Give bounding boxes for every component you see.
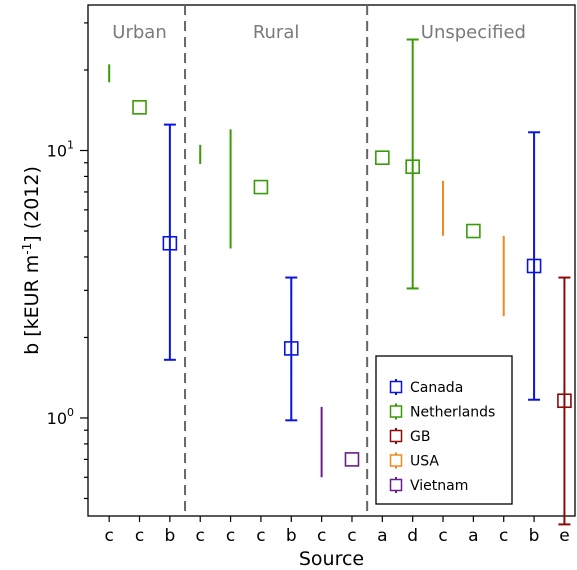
- value-marker: [375, 150, 390, 166]
- value-marker: [526, 258, 542, 274]
- legend-item-gb: GB: [389, 428, 430, 445]
- x-tick-label: c: [226, 526, 235, 546]
- y-tick-label: 100: [47, 406, 74, 428]
- mark-gb-15: [557, 276, 572, 526]
- mark-netherlands-10: [405, 38, 420, 290]
- legend-label: Vietnam: [410, 478, 468, 494]
- value-marker: [466, 223, 481, 239]
- x-tick-label: c: [196, 526, 205, 546]
- mark-netherlands-12: [466, 223, 481, 239]
- legend: Canada Netherlands GB USA Vietnam: [375, 355, 513, 505]
- legend-label: GB: [410, 429, 430, 445]
- x-tick-label: b: [529, 526, 540, 546]
- value-marker: [162, 235, 178, 251]
- legend-label: USA: [410, 454, 439, 470]
- mark-vietnam-8: [344, 452, 360, 467]
- mark-canada-6: [283, 276, 299, 422]
- mark-netherlands-9: [375, 150, 390, 166]
- data-marks: [108, 38, 572, 526]
- y-axis: 100 101: [47, 22, 88, 500]
- x-tick-label: d: [407, 526, 418, 546]
- group-label-rural: Rural: [253, 22, 300, 43]
- x-tick-label: b: [164, 526, 175, 546]
- x-axis-title: Source: [299, 548, 364, 570]
- y-axis-title-tail: ] (2012): [21, 166, 43, 243]
- group-labels: Urban Rural Unspecified: [112, 22, 526, 43]
- value-marker: [253, 179, 269, 195]
- x-tick-label: c: [438, 526, 447, 546]
- value-marker: [405, 159, 420, 174]
- group-label-urban: Urban: [112, 22, 166, 43]
- legend-swatch-square: [389, 478, 403, 492]
- x-tick-label: a: [377, 526, 387, 546]
- legend-label: Canada: [410, 380, 463, 396]
- legend-item-netherlands: Netherlands: [389, 403, 495, 421]
- y-axis-title-main: b [kEUR m: [21, 255, 43, 355]
- y-axis-title-superscript: -1: [20, 243, 34, 255]
- y-tick-label: 101: [47, 139, 74, 161]
- x-tick-label: a: [468, 526, 478, 546]
- x-tick-label: c: [499, 526, 508, 546]
- legend-swatch-square: [389, 380, 403, 394]
- mark-canada-2: [162, 123, 178, 361]
- x-tick-label: e: [559, 526, 569, 546]
- value-marker: [557, 393, 572, 409]
- mark-canada-14: [526, 131, 542, 401]
- value-marker: [283, 341, 299, 356]
- group-label-unspecified: Unspecified: [421, 22, 526, 43]
- legend-item-vietnam: Vietnam: [389, 477, 468, 494]
- legend-item-canada: Canada: [389, 379, 463, 396]
- x-tick-label: c: [317, 526, 326, 546]
- legend-swatch-square: [389, 454, 403, 467]
- legend-swatch-square: [389, 429, 403, 443]
- x-tick-label: c: [256, 526, 265, 546]
- x-tick-label: c: [135, 526, 144, 546]
- value-marker: [344, 452, 360, 467]
- group-separators: [184, 5, 369, 516]
- value-marker: [132, 100, 147, 115]
- legend-item-usa: USA: [389, 452, 439, 470]
- x-tick-label: c: [347, 526, 356, 546]
- legend-swatch-square: [389, 405, 403, 418]
- x-tick-label: c: [104, 526, 113, 546]
- x-tick-label: b: [286, 526, 297, 546]
- plot-area-frame: [87, 4, 576, 517]
- legend-label: Netherlands: [410, 405, 495, 421]
- y-axis-title: b [kEUR m-1] (2012): [20, 166, 43, 355]
- mark-netherlands-5: [253, 179, 269, 195]
- mark-netherlands-1: [132, 100, 147, 115]
